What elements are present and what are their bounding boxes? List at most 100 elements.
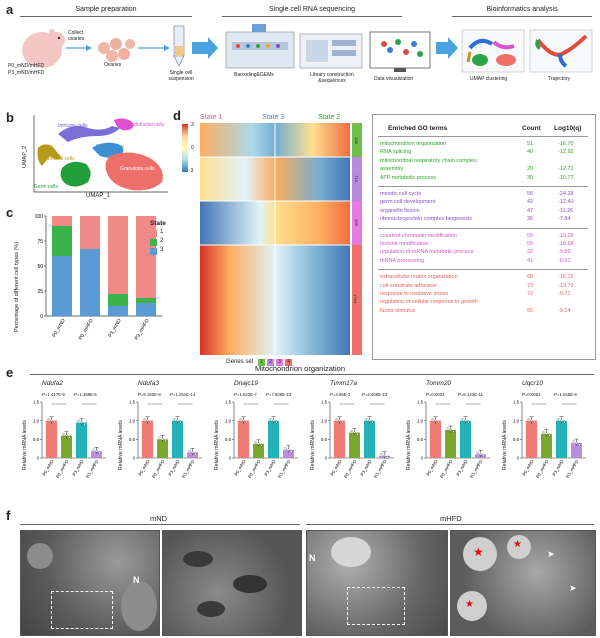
c-bar-3 [80,249,100,316]
p-value: P=1.359E-5 [74,392,97,397]
p-value: P=1.045E-8 [554,392,577,397]
label-germ: Germ cells [34,184,58,190]
e-y-tick-label: 0.5 [225,437,232,442]
mitochondrion-shape [183,551,213,567]
data-point [47,418,50,421]
genes-set-key-1: 1 [258,359,265,366]
e-y-tick-label: 0 [421,456,424,461]
bar-P3_mND [364,420,375,458]
umap-x-label: UMAP_1 [86,193,111,199]
mouse-label-p0: P0_mND/mHFD [8,63,45,69]
c-legend-label: 1 [160,229,164,235]
go-header-q: Log10(q) [554,125,582,132]
go-log10q: -11.26 [558,207,574,214]
go-log10q: -19.28 [558,232,574,239]
gene-count-2: 719 [353,175,359,182]
go-log10q: -12.40 [558,199,574,206]
ovaries-icon [98,38,135,62]
go-count: 51 [527,141,534,147]
go-log10q: -8.31 [558,257,571,264]
data-point [92,448,95,451]
go-log10q: -18.68 [558,241,574,247]
label-stromal: Stromal cells [46,156,75,162]
data-point [158,436,161,439]
state-label-3: State 3 [262,114,285,121]
e-x-tick-label: P0_mND [425,459,438,477]
divider [20,16,192,17]
e-y-tick-label: 1.5 [129,400,136,405]
e-y-tick-label: 0.5 [33,437,40,442]
go-header-divider [378,136,588,137]
heatmap-colorbar [182,124,188,172]
bar-chart-Ndufa3: 0 0.5 1.0 1.5 P0_mND P0_mHFD P3_mND P3_mHFD [129,400,202,479]
bar-P0_mND [142,420,153,458]
colorbar-min: -3 [189,168,194,174]
data-point [53,421,56,424]
lipid-droplet-shape [331,537,371,567]
star-icon: ★ [473,545,484,559]
go-count: 47 [527,207,534,214]
go-log10q: -9.99 [558,249,571,256]
go-term: response to oxidative stress [380,291,449,297]
go-count: 55 [527,307,534,314]
bar-P3_mND [76,422,87,458]
go-term: extracellular matrix organization [380,274,458,281]
gene-title-Tomm20: Tomm20 [426,380,452,387]
c-y-tick-label: 75 [37,239,43,245]
c-bar-1 [108,216,128,294]
data-point [77,419,80,422]
e-y-tick-label: 1.0 [321,418,328,423]
step-data-visualization: Data visualization [374,76,414,82]
go-count: 40 [527,149,534,156]
step-barcoding: Barcoding&GEMs [234,72,274,78]
gene-title-Dnajc19: Dnajc19 [234,380,258,387]
data-point [146,419,149,422]
data-point [464,419,467,422]
e-x-tick-label: P0_mND [41,459,54,477]
go-term: mitochondrial respiratory chain complex [380,157,477,164]
go-count: 32 [527,249,534,256]
trajectory-icon [529,29,593,73]
data-point [149,421,152,424]
barcoding-chip-icon [225,24,295,69]
c-bar-2 [108,294,128,306]
state-label-2: State 2 [318,114,341,121]
go-term: germ cell development [380,199,436,206]
go-term: regulation of cellular response to growt… [380,299,478,306]
data-point [467,421,470,424]
data-point [449,428,452,432]
c-y-tick-label: 50 [37,264,43,270]
c-x-tick-label: P0_mND [51,318,67,339]
data-point [572,440,575,443]
go-term: histone modification [380,241,429,247]
go-log10q: -9.14 [558,307,571,314]
go-count: 42 [527,199,534,206]
e-y-tick-label: 0 [133,456,136,461]
e-x-tick-label: P0_mND [329,459,342,477]
f-group-mnd: mND [150,514,168,523]
gene-set-bar-3 [352,201,362,245]
data-point [548,434,551,437]
go-term: regulation of mRNA metabolic process [380,249,474,256]
p-value: P=9.160E-9 [138,392,161,397]
umap-clustering-icon [461,29,525,73]
bar-P0_mND [238,420,249,458]
zoom-box [347,587,405,625]
monitor-icon [369,31,431,72]
mitochondrion-shape [233,575,267,593]
f-group-mhfd: mHFD [440,514,462,523]
e-y-tick-label: 0 [517,456,520,461]
e-x-tick-label: P3_mND [167,459,180,477]
go-term: ATP metabolic process [380,174,437,181]
p-value: P=7.928E-13 [266,392,292,397]
gene-count-3: 665 [353,219,359,226]
mouse-label-p3: P3_mND/mHFD [8,70,45,76]
gene-title-Ndufa2: Ndufa2 [42,380,63,387]
colorbar-mid: 0 [191,145,194,151]
e-y-label: Relative mRNA levels [502,420,508,470]
c-bar-2 [52,226,72,256]
go-term: organelle fission [380,207,420,214]
panel-label-c: c [6,205,14,220]
e-x-tick-label: P0_mND [137,459,150,477]
data-point [269,418,272,421]
